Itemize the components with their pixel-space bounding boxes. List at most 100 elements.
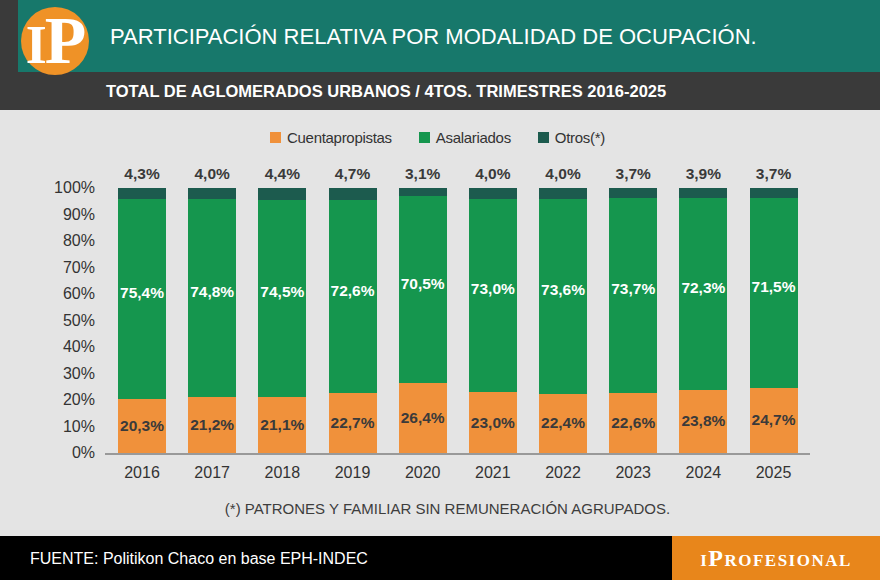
x-axis-year-label: 2017 [172,464,252,482]
value-label: 73,7% [611,280,655,298]
logo-letter-i: I [26,15,45,75]
value-label: 21,1% [260,416,304,434]
value-label: 70,5% [401,275,445,293]
bar-2021: 23,0% 73,0% [469,188,517,453]
value-label: 73,6% [541,281,585,299]
source-text: FUENTE: Politikon Chaco en base EPH-INDE… [30,536,368,580]
bar-segment-cuentapropistas: 22,7% [329,393,377,453]
header-left-strip [0,0,18,110]
otros-value-label: 4,7% [313,165,393,183]
bar-segment-otros [329,188,377,200]
bar-2020: 26,4% 70,5% [399,188,447,453]
subtitle-band: TOTAL DE AGLOMERADOS URBANOS / 4TOS. TRI… [18,72,880,110]
value-label: 73,0% [471,280,515,298]
bar-segment-cuentapropistas: 21,2% [188,397,236,453]
bar-segment-cuentapropistas: 20,3% [118,399,166,453]
brand-box: iProfesional [672,536,880,580]
otros-value-label: 4,0% [172,165,252,183]
bar-2024: 23,8% 72,3% [679,188,727,453]
bar-segment-asalariados: 75,4% [118,199,166,399]
y-axis-tick-label: 40% [0,338,95,356]
x-axis-year-label: 2020 [383,464,463,482]
otros-value-label: 4,0% [523,165,603,183]
y-axis-tick-label: 30% [0,365,95,383]
x-axis-year-label: 2025 [734,464,814,482]
value-label: 74,8% [190,283,234,301]
bar-segment-cuentapropistas: 26,4% [399,383,447,453]
bar-segment-asalariados: 71,5% [750,198,798,387]
otros-value-label: 3,7% [593,165,673,183]
value-label: 22,4% [541,414,585,432]
logo-letter-p: P [45,2,85,78]
bar-segment-asalariados: 72,6% [329,200,377,392]
bar-segment-otros [188,188,236,199]
value-label: 75,4% [120,284,164,302]
y-axis-tick-label: 70% [0,259,95,277]
bar-segment-otros [750,188,798,198]
ip-logo: IP [21,7,89,75]
bar-segment-asalariados: 73,0% [469,199,517,392]
bar-segment-otros [679,188,727,198]
x-axis-year-label: 2018 [242,464,322,482]
y-axis-tick-label: 0% [0,444,95,462]
bar-segment-cuentapropistas: 23,0% [469,392,517,453]
x-axis-year-label: 2016 [102,464,182,482]
legend-label: Asalariados [436,129,511,146]
bar-segment-otros [539,188,587,199]
value-label: 22,6% [611,414,655,432]
bar-segment-otros [469,188,517,199]
value-label: 23,8% [681,412,725,430]
x-axis-line [105,453,810,455]
y-axis-tick-label: 60% [0,285,95,303]
value-label: 22,7% [331,414,375,432]
value-label: 26,4% [401,409,445,427]
bar-segment-cuentapropistas: 22,4% [539,394,587,453]
otros-value-label: 4,3% [102,165,182,183]
y-axis-tick-label: 100% [0,179,95,197]
bar-segment-otros [118,188,166,199]
legend-item-2: Otros(*) [538,129,605,146]
bar-2023: 22,6% 73,7% [609,188,657,453]
bar-segment-cuentapropistas: 23,8% [679,390,727,453]
legend-item-1: Asalariados [419,129,511,146]
bar-2018: 21,1% 74,5% [258,188,306,453]
value-label: 72,6% [331,282,375,300]
legend-swatch-icon [270,132,281,143]
bar-segment-asalariados: 74,5% [258,200,306,397]
bar-segment-asalariados: 74,8% [188,199,236,397]
bar-segment-otros [399,188,447,196]
legend-label: Cuentapropistas [287,129,392,146]
otros-value-label: 3,7% [734,165,814,183]
value-label: 23,0% [471,414,515,432]
y-axis-tick-label: 90% [0,206,95,224]
chart-footnote: (*) PATRONES Y FAMILIAR SIN REMUNERACIÓN… [85,500,810,517]
bar-2016: 20,3% 75,4% [118,188,166,453]
bar-2025: 24,7%71,5% [750,188,798,453]
otros-value-label: 3,1% [383,165,463,183]
chart-legend: Cuentapropistas Asalariados Otros(*) [75,129,800,146]
value-label: 71,5% [752,278,796,296]
bar-segment-asalariados: 73,6% [539,199,587,394]
bar-segment-asalariados: 72,3% [679,198,727,390]
header-band: PARTICIPACIÓN RELATIVA POR MODALIDAD DE … [18,0,880,72]
bar-segment-cuentapropistas: 21,1% [258,397,306,453]
x-axis-year-label: 2022 [523,464,603,482]
x-axis-year-label: 2019 [313,464,393,482]
infographic-poster: PARTICIPACIÓN RELATIVA POR MODALIDAD DE … [0,0,880,580]
value-label: 74,5% [260,283,304,301]
y-axis-tick-label: 50% [0,312,95,330]
bar-segment-asalariados: 73,7% [609,198,657,393]
brand-logo: iProfesional [700,545,852,572]
legend-swatch-icon [538,132,549,143]
otros-value-label: 4,0% [453,165,533,183]
y-axis-tick-label: 80% [0,232,95,250]
chart-subtitle: TOTAL DE AGLOMERADOS URBANOS / 4TOS. TRI… [106,72,666,110]
legend-item-0: Cuentapropistas [270,129,392,146]
legend-label: Otros(*) [555,129,605,146]
y-axis-tick-label: 20% [0,391,95,409]
y-axis-tick-label: 10% [0,418,95,436]
otros-value-label: 4,4% [242,165,322,183]
bar-segment-asalariados: 70,5% [399,196,447,383]
bar-2017: 21,2% 74,8% [188,188,236,453]
value-label: 72,3% [681,279,725,297]
